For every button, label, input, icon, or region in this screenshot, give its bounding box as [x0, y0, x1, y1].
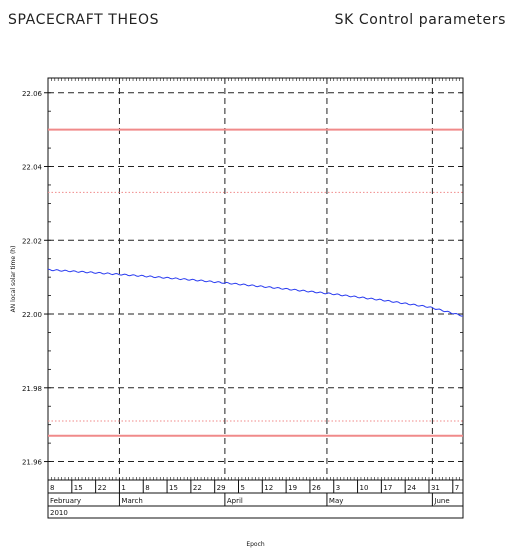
y-tick-label: 22.06	[22, 90, 43, 98]
date-axis-band	[47, 479, 464, 519]
month-label: February	[50, 497, 81, 505]
day-label: 29	[217, 484, 226, 492]
day-label: 31	[431, 484, 440, 492]
day-label: 19	[288, 484, 297, 492]
y-tick-label: 22.02	[22, 237, 42, 245]
month-label: May	[329, 497, 343, 505]
day-label: 8	[145, 484, 149, 492]
day-label: 10	[360, 484, 369, 492]
day-label: 3	[336, 484, 340, 492]
day-label: 15	[74, 484, 83, 492]
day-label: 1	[121, 484, 125, 492]
year-label: 2010	[50, 509, 68, 517]
y-tick-label: 21.96	[22, 459, 43, 467]
plot-frame	[47, 77, 464, 481]
y-tick-label: 22.00	[22, 311, 42, 319]
month-label: April	[227, 497, 243, 505]
x-axis-title: Epoch	[246, 541, 265, 548]
day-label: 24	[407, 484, 416, 492]
month-label: June	[433, 497, 449, 505]
day-label: 22	[98, 484, 107, 492]
day-label: 5	[240, 484, 244, 492]
day-label: 26	[312, 484, 321, 492]
y-tick-label: 22.04	[22, 164, 43, 172]
day-label: 17	[383, 484, 392, 492]
day-label: 12	[264, 484, 273, 492]
spacecraft-title: SPACECRAFT THEOS	[8, 12, 160, 28]
month-label: March	[121, 497, 142, 505]
day-label: 15	[169, 484, 178, 492]
day-label: 22	[193, 484, 202, 492]
day-label: 8	[50, 484, 54, 492]
series-line	[47, 268, 464, 317]
day-label: 7	[455, 484, 459, 492]
y-tick-label: 21.98	[22, 385, 42, 393]
y-axis-title: AN local solar time (h)	[10, 246, 17, 313]
sk-control-title: SK Control parameters	[334, 12, 506, 28]
